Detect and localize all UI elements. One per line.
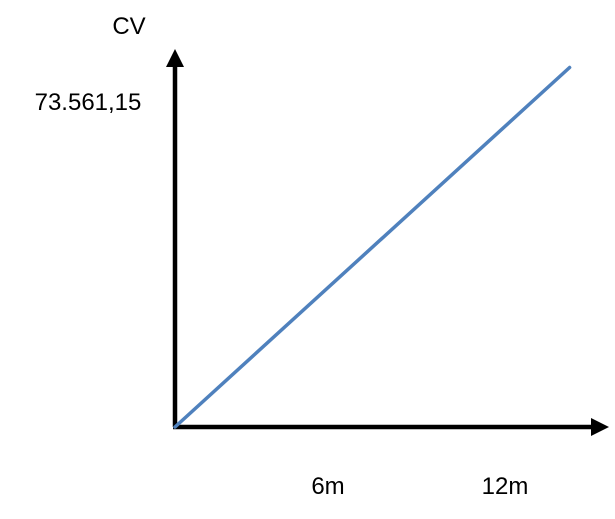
x-tick-label-6m: 6m: [311, 473, 344, 500]
y-axis-label: CV: [112, 13, 145, 40]
series-line-0: [173, 65, 572, 429]
y-tick-label: 73.561,15: [35, 89, 142, 116]
series-layer: [173, 65, 572, 429]
x-tick-label-12m: 12m: [482, 473, 529, 500]
